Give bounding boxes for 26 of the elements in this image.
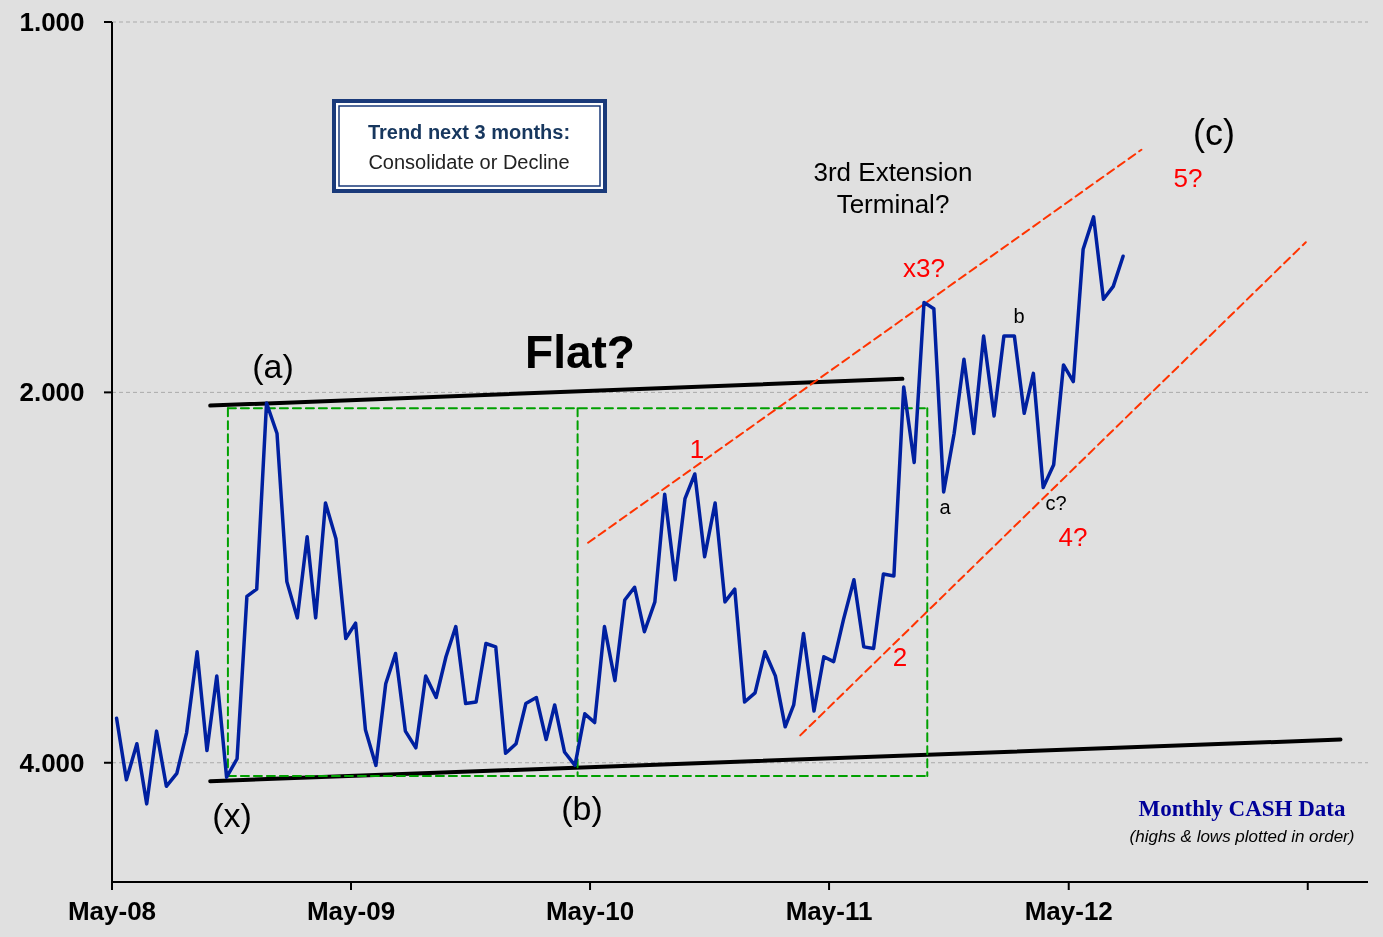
annotation: 2 [892,642,908,672]
y-tick-label: 2.000 [19,377,85,408]
annotation: Monthly CASH Data [1138,795,1346,821]
annotation: 1 [689,434,705,464]
annotation: (a) [252,347,294,385]
annotation: Trend next 3 months: [367,121,571,143]
annotation: a [939,496,952,518]
annotation: b [1013,305,1025,327]
annotation: 5? [1173,163,1203,193]
annotation: Flat? [525,326,635,378]
annotation: 4? [1058,522,1088,552]
annotation: (x) [212,796,252,834]
annotation: 3rd Extension Terminal? [813,156,973,220]
annotation: (c) [1193,111,1235,153]
annotation: (b) [561,789,603,827]
annotation: Consolidate or Decline [368,151,570,173]
x-tick-label: May-12 [1024,896,1113,926]
annotation: x3? [903,253,945,283]
y-tick-label: 4.000 [19,747,85,778]
annotation: (highs & lows plotted in order) [1129,826,1355,846]
y-tick-label: 1.000 [19,7,85,37]
x-tick-label: May-11 [785,896,873,926]
x-tick-label: May-08 [67,896,157,926]
annotation: c? [1045,492,1067,514]
x-tick-label: May-10 [545,896,635,926]
x-tick-label: May-09 [306,896,396,926]
